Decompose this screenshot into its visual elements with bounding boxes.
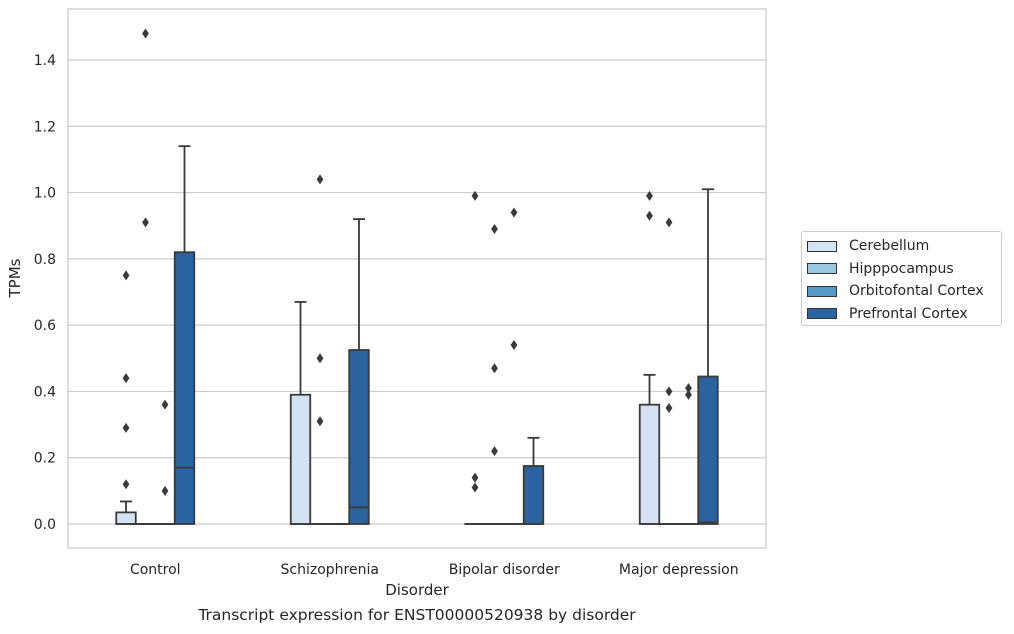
outlier-point <box>122 270 130 281</box>
legend-label-hippocampus: Hipppocampus <box>849 260 954 277</box>
box <box>697 375 719 525</box>
box-group-cerebellum <box>638 190 661 525</box>
box <box>173 251 196 525</box>
box-group-orbitofontal-cortex <box>677 383 700 525</box>
legend-swatch-orbitofrontal <box>807 285 837 297</box>
y-tick-label: 0.0 <box>34 517 56 533</box>
outlier-point <box>161 485 169 496</box>
legend-label-cerebellum: Cerebellum <box>849 238 930 255</box>
outlier-point <box>122 479 130 490</box>
outlier-point <box>510 207 518 218</box>
outlier-point <box>665 217 673 228</box>
outlier-point <box>122 422 130 433</box>
outlier-point <box>491 224 498 235</box>
outlier-point <box>316 416 324 427</box>
legend-label-orbitofrontal: Orbitofontal Cortex <box>849 283 984 300</box>
box-group-hipppocampus <box>483 224 506 525</box>
outlier-point <box>161 399 169 410</box>
box <box>115 511 137 525</box>
outlier-point <box>316 174 324 185</box>
box <box>522 465 545 525</box>
box-group-cerebellum <box>289 301 312 525</box>
x-axis-label: Disorder <box>385 581 449 599</box>
x-tick-label: Bipolar disorder <box>449 562 560 578</box>
box-group-hipppocampus <box>658 217 680 525</box>
y-tick-labels: 0.0 0.2 0.4 0.6 0.8 1.0 1.2 1.4 <box>34 53 56 533</box>
x-tick-label: Control <box>130 562 181 578</box>
y-tick-label: 0.4 <box>34 384 56 400</box>
outlier-point <box>685 383 692 394</box>
outlier-point <box>142 28 149 39</box>
box <box>638 403 661 525</box>
outlier-point <box>142 217 149 228</box>
legend-item-cerebellum: Cerebellum <box>807 235 1001 258</box>
box <box>348 349 370 525</box>
box-group-cerebellum <box>464 190 486 525</box>
outlier-point <box>510 340 518 351</box>
outlier-point <box>646 210 653 221</box>
box-group-orbitofontal-cortex <box>154 399 176 525</box>
box-group-cerebellum <box>115 270 137 525</box>
outlier-point <box>471 482 479 493</box>
y-tick-label: 1.2 <box>34 119 56 135</box>
y-tick-label: 1.4 <box>34 53 56 69</box>
x-tick-labels: Control Schizophrenia Bipolar disorder Majo… <box>130 562 739 578</box>
outlier-point <box>122 373 130 384</box>
y-tick-label: 0.6 <box>34 318 56 334</box>
box-group-prefrontal-cortex <box>173 145 196 525</box>
x-tick-label: Major depression <box>619 562 739 578</box>
y-tick-label: 0.8 <box>34 252 56 268</box>
box-group-prefrontal-cortex <box>697 188 719 525</box>
x-tick-label: Schizophrenia <box>281 562 379 578</box>
box-group-prefrontal-cortex <box>522 436 545 525</box>
legend-label-prefrontal: Prefrontal Cortex <box>849 305 968 322</box>
outlier-point <box>685 389 692 400</box>
y-axis-label: TPMs <box>6 258 24 298</box>
box-group-orbitofontal-cortex <box>503 207 525 525</box>
outlier-point <box>491 363 498 374</box>
box-group-hipppocampus <box>309 174 331 525</box>
gridlines <box>68 59 766 525</box>
legend-item-orbitofrontal: Orbitofontal Cortex <box>807 280 1001 303</box>
y-tick-label: 0.2 <box>34 451 56 467</box>
outlier-point <box>665 403 673 413</box>
outlier-point <box>471 190 479 201</box>
box-group-prefrontal-cortex <box>348 218 370 525</box>
legend-swatch-cerebellum <box>807 240 837 252</box>
outlier-point <box>316 353 324 364</box>
legend-item-prefrontal: Prefrontal Cortex <box>807 303 1001 326</box>
y-tick-label: 1.0 <box>34 186 56 202</box>
legend-swatch-prefrontal <box>807 308 837 320</box>
box <box>289 393 312 525</box>
legend: Cerebellum Hipppocampus Orbitofontal Cor… <box>801 231 1002 326</box>
outlier-point <box>491 446 498 457</box>
figure-caption: Transcript expression for ENST0000052093… <box>198 606 636 624</box>
outlier-point <box>646 190 653 201</box>
outlier-point <box>471 472 479 483</box>
legend-swatch-hippocampus <box>807 263 837 275</box>
plot-frame <box>67 8 767 549</box>
box-marks <box>115 28 719 525</box>
box-group-hipppocampus <box>134 28 157 525</box>
legend-item-hippocampus: Hipppocampus <box>807 258 1001 281</box>
outlier-point <box>665 386 673 397</box>
